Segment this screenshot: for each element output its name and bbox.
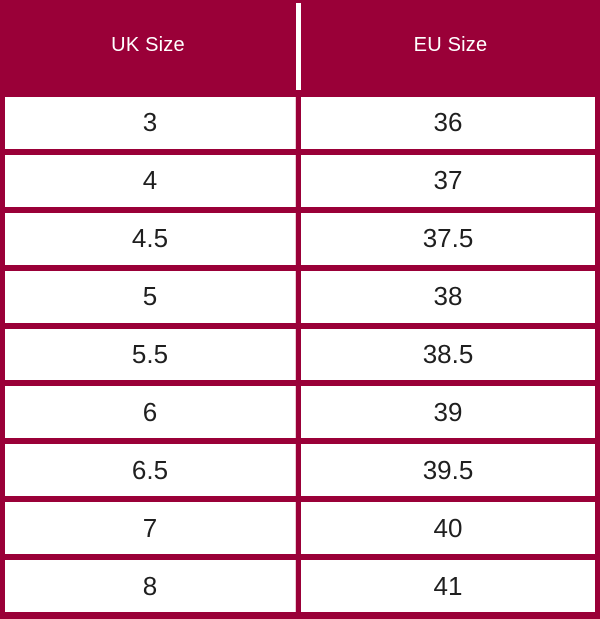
eu-size-cell: 38 bbox=[301, 270, 595, 323]
table-row: 6.5 39.5 bbox=[5, 444, 595, 497]
eu-size-cell: 40 bbox=[301, 502, 595, 555]
eu-size-cell: 39 bbox=[301, 386, 595, 439]
table-header-row: UK Size EU Size bbox=[0, 0, 600, 90]
table-row: 4 37 bbox=[5, 154, 595, 207]
uk-size-cell: 6 bbox=[5, 386, 295, 439]
uk-size-cell: 4 bbox=[5, 154, 295, 207]
table-row: 6 39 bbox=[5, 386, 595, 439]
column-divider bbox=[295, 212, 301, 265]
uk-size-cell: 4.5 bbox=[5, 212, 295, 265]
column-divider bbox=[295, 328, 301, 381]
table-row: 5 38 bbox=[5, 270, 595, 323]
eu-size-cell: 39.5 bbox=[301, 444, 595, 497]
table-row: 7 40 bbox=[5, 502, 595, 555]
uk-size-column-header: UK Size bbox=[111, 33, 185, 56]
column-divider bbox=[295, 270, 301, 323]
uk-size-cell: 3 bbox=[5, 97, 295, 149]
table-row: 4.5 37.5 bbox=[5, 212, 595, 265]
uk-size-cell: 5.5 bbox=[5, 328, 295, 381]
uk-size-cell: 7 bbox=[5, 502, 295, 555]
eu-size-cell: 38.5 bbox=[301, 328, 595, 381]
column-divider bbox=[295, 560, 301, 613]
eu-size-cell: 41 bbox=[301, 560, 595, 613]
column-divider bbox=[295, 444, 301, 497]
table-row: 5.5 38.5 bbox=[5, 328, 595, 381]
column-divider bbox=[295, 386, 301, 439]
table-row: 8 41 bbox=[5, 560, 595, 613]
column-divider bbox=[295, 502, 301, 555]
eu-size-cell: 36 bbox=[301, 97, 595, 149]
column-divider bbox=[295, 154, 301, 207]
eu-size-cell: 37 bbox=[301, 154, 595, 207]
table-body: 3 36 4 37 4.5 37.5 5 38 5.5 38.5 6 39 bbox=[0, 90, 600, 619]
table-row: 3 36 bbox=[5, 97, 595, 149]
uk-size-cell: 5 bbox=[5, 270, 295, 323]
eu-size-column-header: EU Size bbox=[413, 33, 488, 56]
uk-size-cell: 6.5 bbox=[5, 444, 295, 497]
eu-size-cell: 37.5 bbox=[301, 212, 595, 265]
uk-size-cell: 8 bbox=[5, 560, 295, 613]
header-column-divider bbox=[296, 3, 301, 90]
column-divider bbox=[295, 97, 301, 149]
